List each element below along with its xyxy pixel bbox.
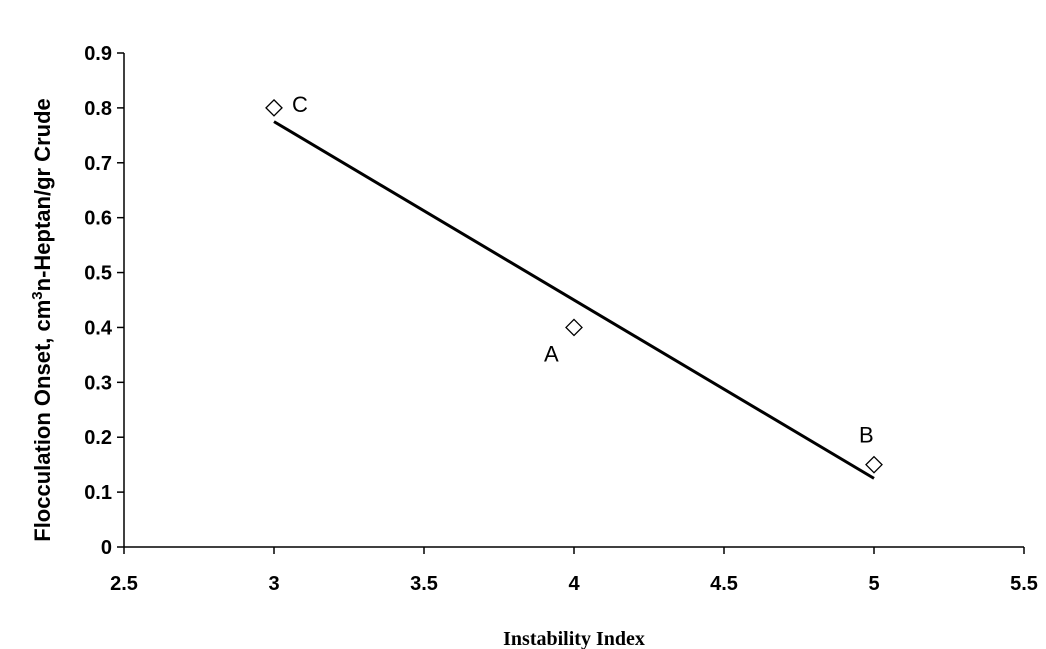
x-tick-label: 5 <box>868 573 879 595</box>
y-tick-label: 0.4 <box>84 317 113 339</box>
data-point-a <box>565 318 583 337</box>
y-tick-label: 0 <box>101 537 112 559</box>
x-tick-label: 3 <box>268 573 279 595</box>
y-tick-label: 0.9 <box>84 43 112 65</box>
y-tick-label: 0.1 <box>84 482 112 504</box>
x-axis-ticks: 2.5 3 3.5 4 4.5 5 5.5 <box>110 547 1038 595</box>
x-axis-label: Instability Index <box>503 628 645 649</box>
y-tick-label: 0.8 <box>84 98 112 120</box>
y-tick-label: 0.5 <box>84 263 112 285</box>
y-tick-label: 0.3 <box>84 372 112 394</box>
x-tick-label: 4 <box>568 573 580 595</box>
x-tick-label: 3.5 <box>410 573 438 595</box>
data-point-c <box>265 98 283 117</box>
point-label-c: C <box>292 92 308 117</box>
trend-line <box>273 120 875 480</box>
x-tick-label: 4.5 <box>710 573 738 595</box>
y-tick-label: 0.7 <box>84 153 112 175</box>
y-tick-label: 0.6 <box>84 208 112 230</box>
point-label-a: A <box>544 341 559 366</box>
x-tick-label: 2.5 <box>110 573 138 595</box>
y-axis-label: Flocculation Onset, cm3n-Heptan/gr Crude <box>29 98 55 542</box>
y-axis-ticks: 0 0.1 0.2 0.3 0.4 0.5 0.6 0.7 0.8 0.9 <box>84 43 124 559</box>
data-points: C A B <box>265 92 883 474</box>
y-tick-label: 0.2 <box>84 427 112 449</box>
point-label-b: B <box>859 423 874 448</box>
x-tick-label: 5.5 <box>1010 573 1038 595</box>
data-point-b <box>865 455 883 474</box>
